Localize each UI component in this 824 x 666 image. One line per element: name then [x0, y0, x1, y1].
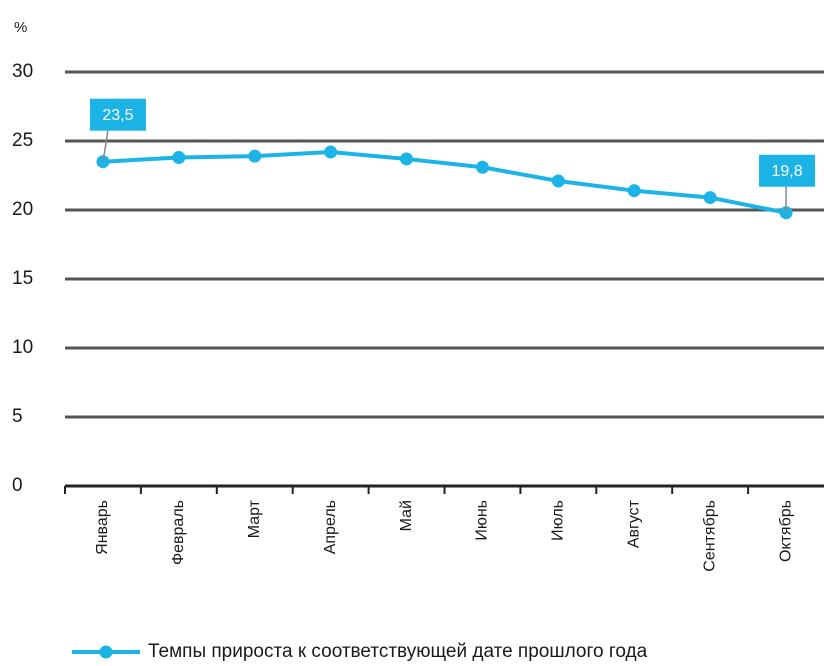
y-tick-label: 20 [12, 199, 33, 220]
data-point [400, 152, 414, 166]
x-tick-label: Февраль [170, 500, 187, 565]
x-tick-label: Октябрь [777, 500, 794, 562]
data-point [475, 160, 489, 174]
data-point [627, 184, 641, 198]
series-line [102, 150, 787, 215]
data-point [551, 174, 565, 188]
y-tick-label: 5 [12, 406, 23, 427]
label-box [89, 98, 146, 131]
y-tick-label: 10 [12, 337, 33, 358]
data-point [248, 149, 262, 163]
data-point [172, 151, 186, 165]
label-pointer [102, 130, 109, 162]
data-label: 19,8 [771, 163, 802, 180]
x-tick-label: Сентябрь [701, 500, 718, 572]
x-tick-label: Март [246, 499, 263, 538]
y-tick-label: 25 [12, 130, 33, 151]
x-tick-label: Январь [94, 500, 111, 555]
y-tick-label: 15 [12, 268, 33, 289]
y-axis-label: % [14, 19, 27, 36]
x-tick-label: Июнь [474, 500, 491, 541]
x-tick-label: Май [398, 500, 415, 531]
data-point [703, 191, 717, 205]
legend-label: Темпы прироста к соответствующей дате пр… [148, 641, 648, 662]
y-tick-label: 0 [12, 475, 23, 496]
data-point [324, 145, 338, 159]
data-label: 23,5 [102, 107, 133, 124]
x-tick-label: Апрель [322, 500, 339, 554]
x-tick-label: Июль [550, 500, 567, 541]
x-tick-label: Август [625, 499, 642, 548]
y-tick-label: 30 [12, 61, 33, 82]
legend-marker [99, 645, 113, 659]
label-box [759, 154, 816, 187]
